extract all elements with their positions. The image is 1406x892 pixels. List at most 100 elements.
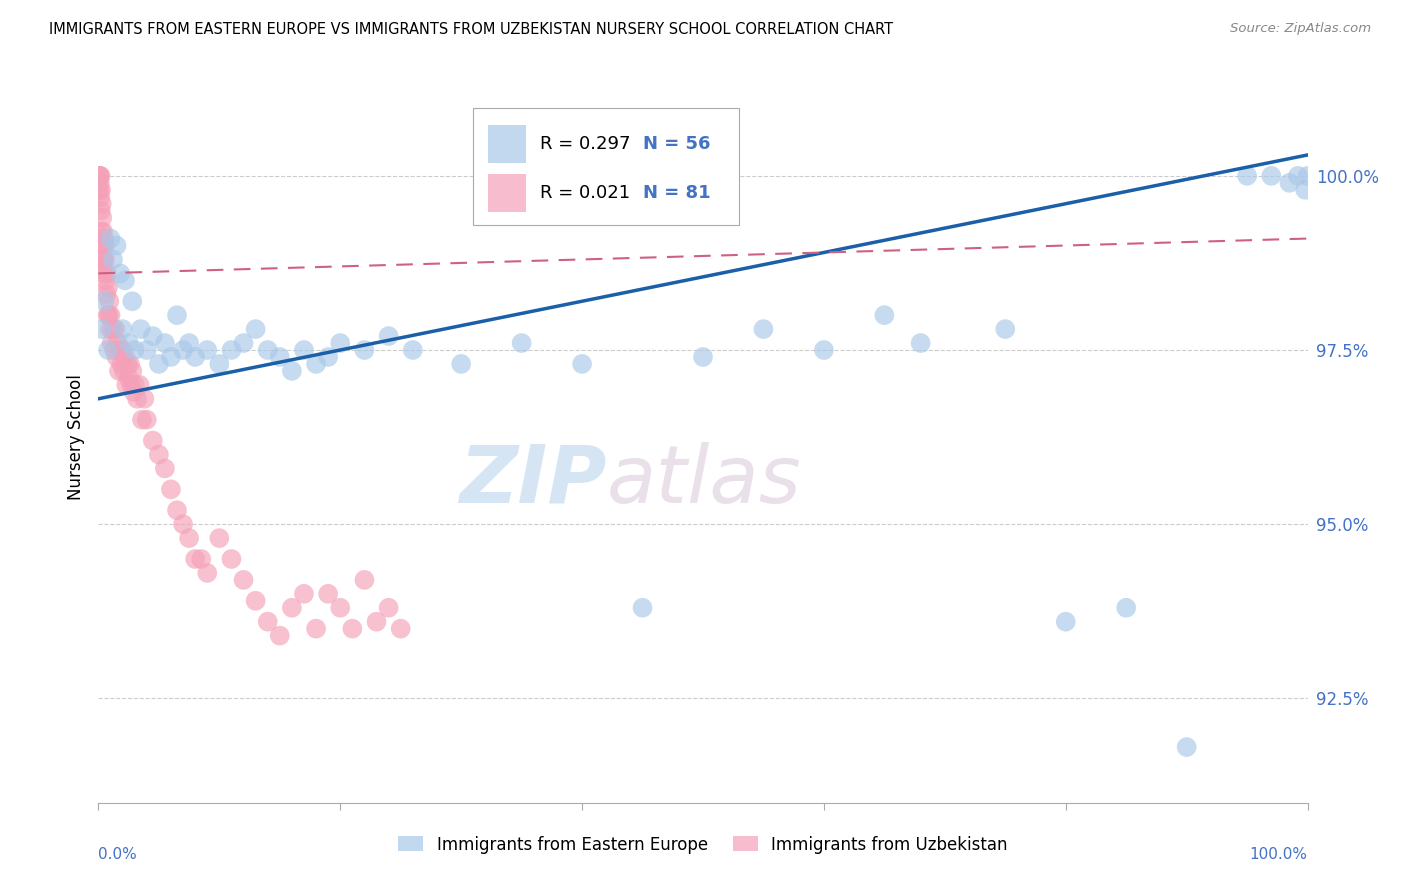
Point [94,273,117,287]
Point [153,461,176,475]
Point [117,357,139,371]
Point [353,573,375,587]
Point [148,357,170,371]
Point [91,322,114,336]
Point [96,308,118,322]
Point [166,308,188,322]
Point [100,308,122,322]
Point [114,273,136,287]
Point [153,336,176,351]
Point [1286,169,1309,183]
Text: ZIP: ZIP [458,442,606,520]
Point [94,252,117,267]
Point [108,266,131,280]
Point [142,329,165,343]
Point [148,448,170,462]
Point [98,294,121,309]
Point [124,377,146,392]
Point [245,322,267,336]
Point [107,336,129,351]
Point [93,238,115,252]
Point [195,566,218,580]
Point [111,322,134,336]
Text: IMMIGRANTS FROM EASTERN EUROPE VS IMMIGRANTS FROM UZBEKISTAN NURSERY SCHOOL CORR: IMMIGRANTS FROM EASTERN EUROPE VS IMMIGR… [49,22,893,37]
Point [90,169,112,183]
Point [910,336,932,351]
Point [93,294,115,309]
Point [232,573,254,587]
Point [1115,600,1137,615]
Point [160,350,183,364]
Point [122,384,145,399]
Point [631,600,654,615]
Point [142,434,165,448]
Point [91,260,114,274]
Point [1278,176,1301,190]
Point [366,615,388,629]
Text: R = 0.021: R = 0.021 [540,184,630,202]
Point [190,552,212,566]
Point [1054,615,1077,629]
Point [172,517,194,532]
Point [450,357,472,371]
Point [281,364,304,378]
Point [160,483,183,497]
Point [121,294,143,309]
Point [91,211,114,225]
Point [873,308,896,322]
Point [90,225,112,239]
Point [103,343,125,357]
Point [96,266,118,280]
Legend: Immigrants from Eastern Europe, Immigrants from Uzbekistan: Immigrants from Eastern Europe, Immigran… [392,829,1014,860]
Point [124,343,146,357]
Point [329,336,352,351]
Point [389,622,412,636]
Point [90,196,112,211]
Point [93,266,115,280]
Point [101,322,124,336]
Point [110,357,132,371]
Text: atlas: atlas [606,442,801,520]
Point [135,343,157,357]
Point [813,343,835,357]
FancyBboxPatch shape [488,125,526,163]
Point [1294,183,1316,197]
Point [108,343,131,357]
Point [1296,169,1319,183]
Point [752,322,775,336]
Point [89,169,111,183]
Point [91,238,114,252]
Point [510,336,533,351]
Point [112,364,135,378]
Point [96,287,118,301]
Text: N = 56: N = 56 [643,135,710,153]
Point [101,252,124,267]
Point [90,183,112,197]
Point [128,377,150,392]
Point [93,252,115,267]
Point [232,336,254,351]
Point [89,176,111,190]
Point [179,531,201,545]
Point [305,622,328,636]
Point [269,629,291,643]
Text: 100.0%: 100.0% [1250,847,1308,862]
Point [1236,169,1258,183]
Point [316,350,339,364]
Point [111,343,134,357]
Point [89,183,111,197]
Point [1175,740,1198,755]
Point [129,322,152,336]
Point [195,343,218,357]
Point [100,336,122,351]
Point [91,225,114,239]
Point [172,343,194,357]
Point [256,615,278,629]
Point [292,587,315,601]
Text: N = 81: N = 81 [643,184,710,202]
Point [342,622,364,636]
Point [100,231,122,245]
FancyBboxPatch shape [488,174,526,211]
Point [329,600,352,615]
Point [353,343,375,357]
